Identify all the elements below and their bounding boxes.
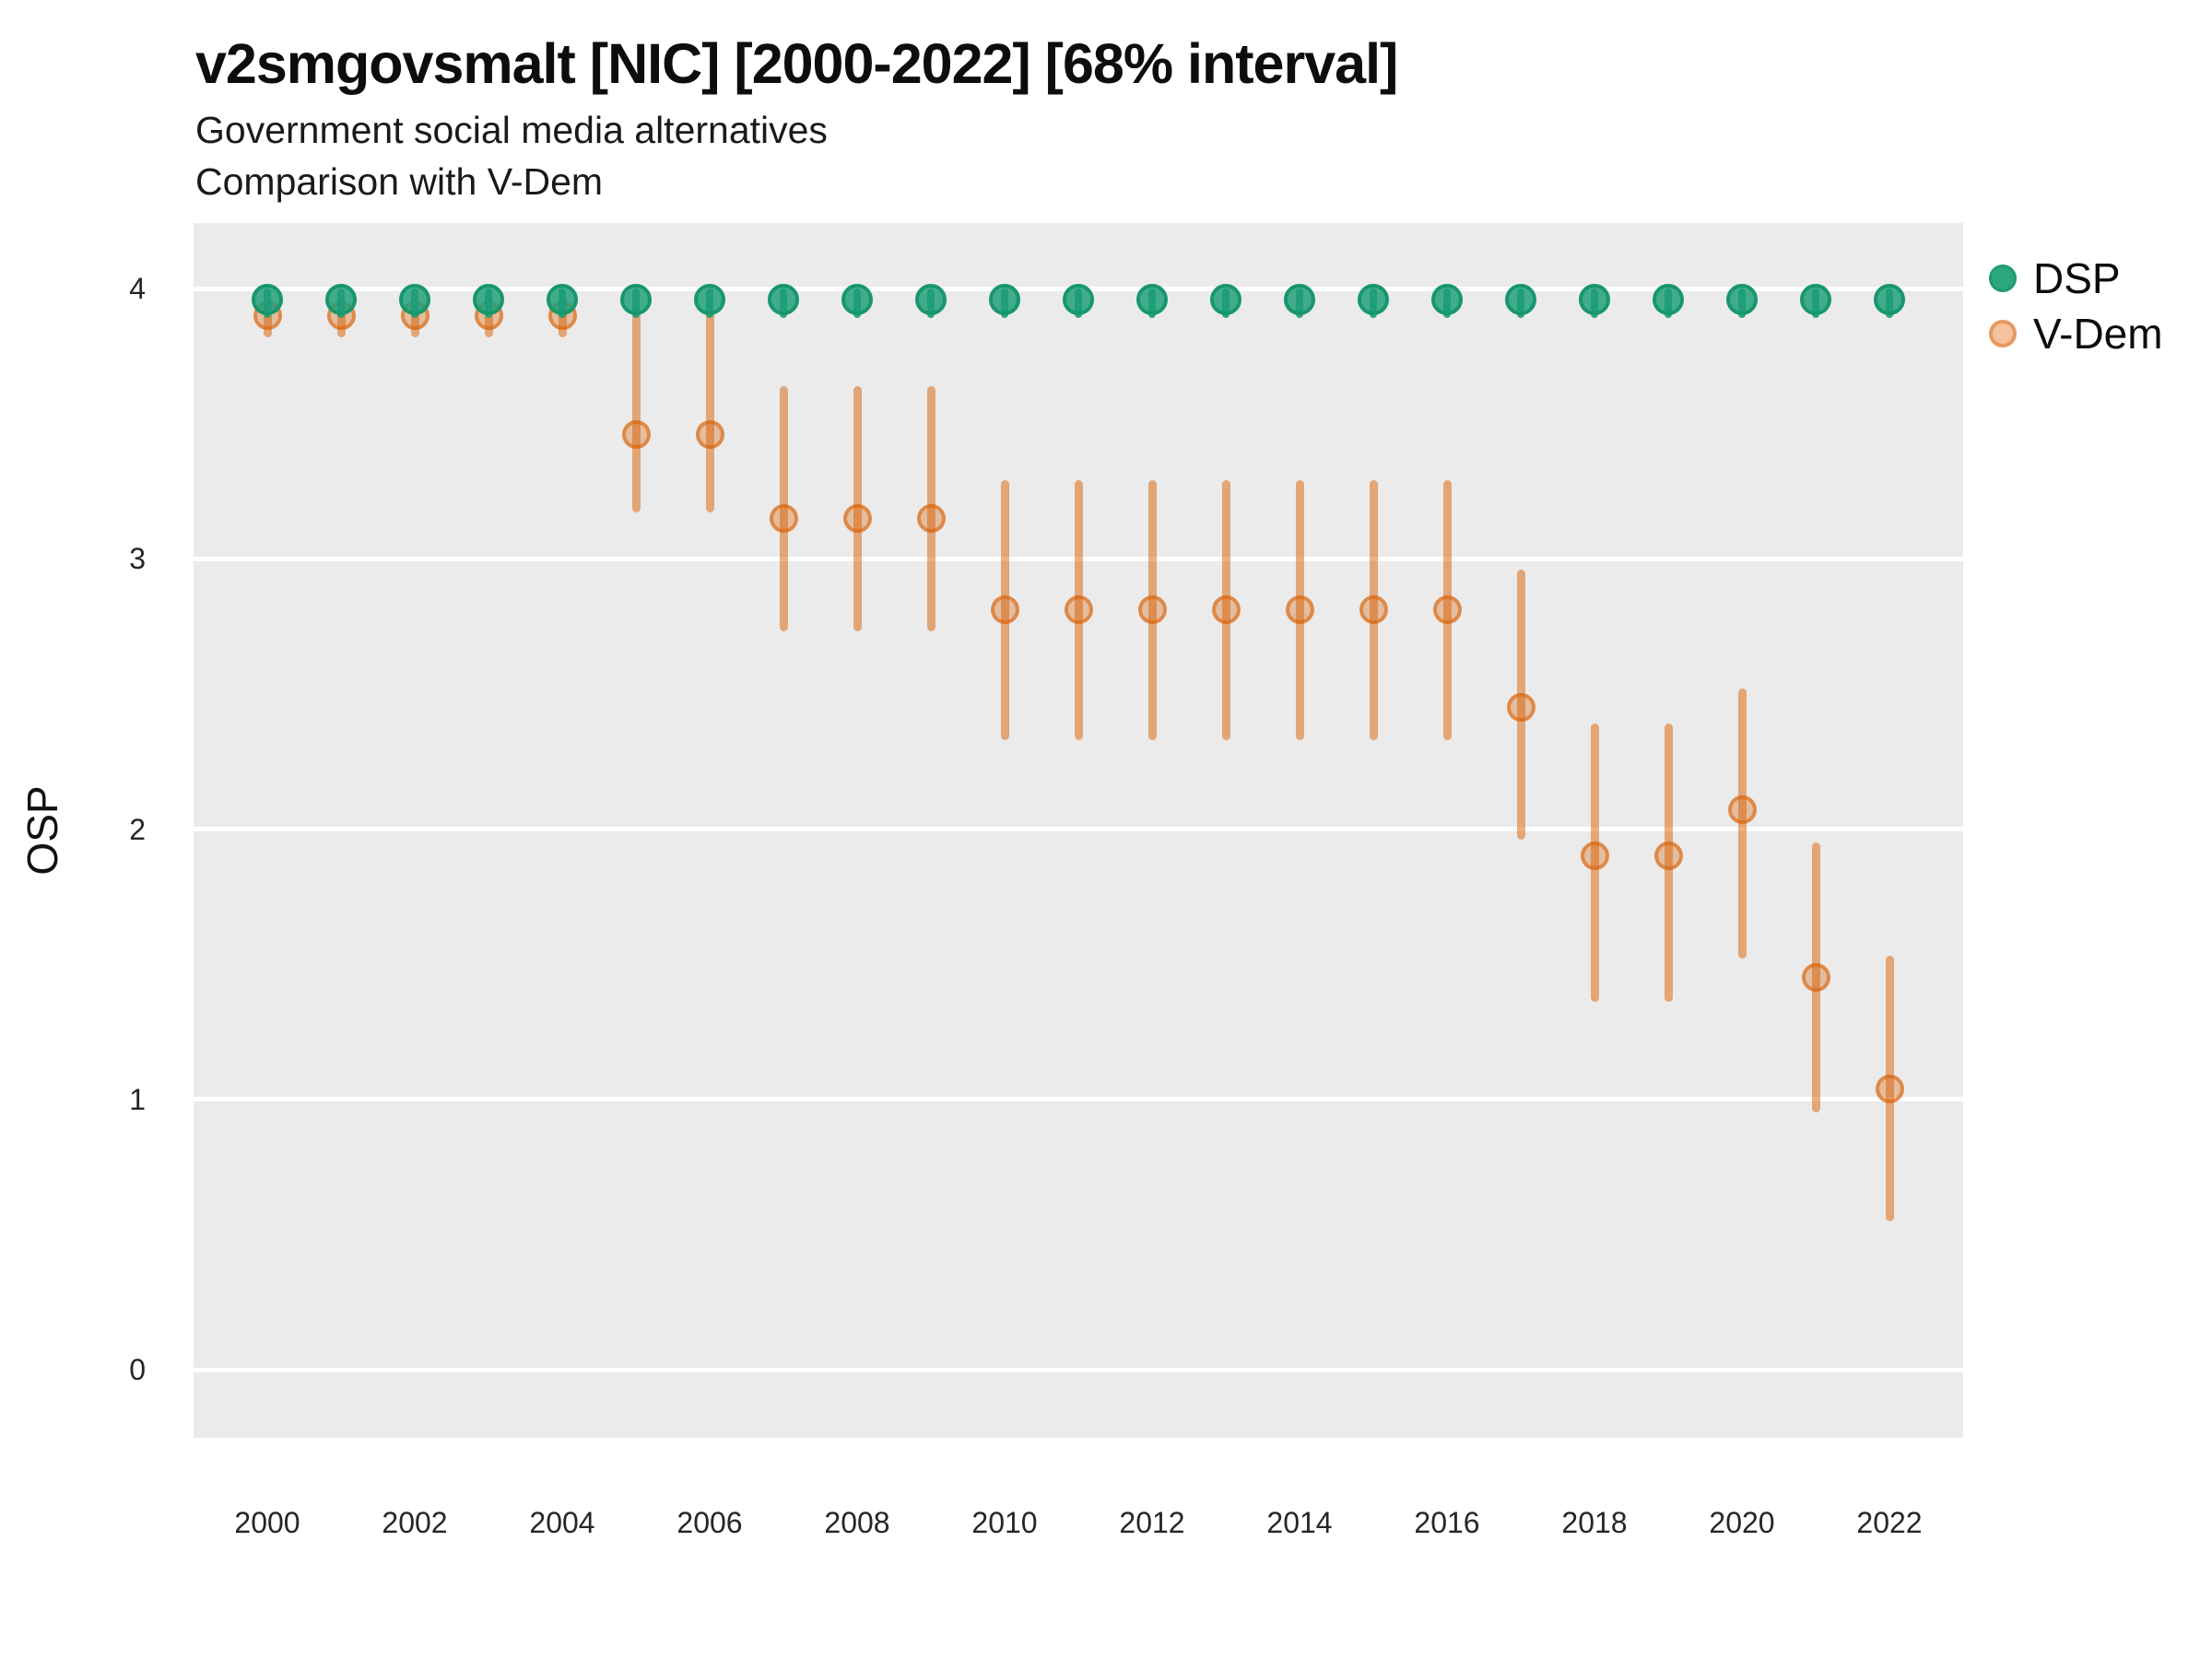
legend-label-dsp: DSP xyxy=(2033,254,2121,302)
legend: DSP V-Dem xyxy=(1989,251,2163,361)
legend-item-dsp: DSP xyxy=(1989,251,2163,306)
y-tick-label-2: 2 xyxy=(129,812,146,846)
point-dsp-2018 xyxy=(1579,283,1610,315)
point-vdem-2021 xyxy=(1801,963,1830,993)
point-dsp-2009 xyxy=(915,283,947,315)
point-vdem-2018 xyxy=(1580,841,1609,871)
chart-subtitle-2: Comparison with V-Dem xyxy=(195,160,604,203)
x-tick-label-2016: 2016 xyxy=(1414,1506,1480,1539)
point-dsp-2011 xyxy=(1063,283,1094,315)
x-tick-label-2012: 2012 xyxy=(1119,1506,1185,1539)
point-dsp-2013 xyxy=(1210,283,1241,315)
point-dsp-2017 xyxy=(1505,283,1536,315)
legend-label-vdem: V-Dem xyxy=(2033,310,2163,358)
point-dsp-2021 xyxy=(1800,283,1831,315)
point-dsp-2002 xyxy=(399,283,430,315)
gridline-y-2 xyxy=(194,827,1963,831)
dsp-legend-dot-icon xyxy=(1989,265,2017,292)
x-tick-label-2020: 2020 xyxy=(1709,1506,1775,1539)
point-vdem-2011 xyxy=(1064,595,1093,625)
y-tick-label-4: 4 xyxy=(129,272,146,305)
chart-title: v2smgovsmalt [NIC] [2000-2022] [68% inte… xyxy=(195,32,1398,95)
point-dsp-2003 xyxy=(473,283,504,315)
point-dsp-2015 xyxy=(1358,283,1389,315)
point-dsp-2004 xyxy=(547,283,578,315)
x-tick-label-2004: 2004 xyxy=(529,1506,595,1539)
point-vdem-2013 xyxy=(1211,595,1241,625)
point-vdem-2010 xyxy=(990,595,1019,625)
point-vdem-2020 xyxy=(1727,795,1757,825)
point-vdem-2008 xyxy=(842,503,872,533)
x-tick-label-2010: 2010 xyxy=(971,1506,1038,1539)
gridline-y-1 xyxy=(194,1097,1963,1102)
point-dsp-2010 xyxy=(989,283,1020,315)
chart-subtitle-1: Government social media alternatives xyxy=(195,109,828,151)
point-vdem-2022 xyxy=(1875,1074,1904,1103)
y-tick-label-1: 1 xyxy=(129,1082,146,1116)
gridline-y-0 xyxy=(194,1367,1963,1372)
y-tick-label-3: 3 xyxy=(129,542,146,576)
errorbar-vdem-2006 xyxy=(705,307,714,513)
x-tick-label-2000: 2000 xyxy=(234,1506,300,1539)
vdem-legend-dot-icon xyxy=(1989,320,2017,347)
point-dsp-2019 xyxy=(1653,283,1684,315)
x-tick-label-2014: 2014 xyxy=(1266,1506,1333,1539)
point-vdem-2016 xyxy=(1432,595,1462,625)
x-tick-label-2018: 2018 xyxy=(1561,1506,1628,1539)
point-dsp-2005 xyxy=(620,283,652,315)
point-vdem-2009 xyxy=(916,503,946,533)
plot-panel xyxy=(194,223,1963,1438)
point-vdem-2007 xyxy=(769,503,798,533)
point-vdem-2006 xyxy=(695,419,724,449)
point-dsp-2000 xyxy=(252,283,283,315)
y-tick-label-0: 0 xyxy=(129,1353,146,1386)
point-dsp-2001 xyxy=(325,283,357,315)
x-tick-label-2006: 2006 xyxy=(677,1506,743,1539)
point-dsp-2014 xyxy=(1284,283,1315,315)
point-vdem-2015 xyxy=(1359,595,1388,625)
point-dsp-2022 xyxy=(1874,283,1905,315)
point-vdem-2019 xyxy=(1653,841,1683,871)
point-dsp-2012 xyxy=(1136,283,1168,315)
x-tick-label-2008: 2008 xyxy=(824,1506,890,1539)
x-tick-label-2022: 2022 xyxy=(1856,1506,1923,1539)
x-tick-label-2002: 2002 xyxy=(382,1506,448,1539)
point-vdem-2014 xyxy=(1285,595,1314,625)
point-dsp-2008 xyxy=(841,283,873,315)
point-vdem-2017 xyxy=(1506,693,1535,723)
point-dsp-2006 xyxy=(694,283,725,315)
errorbar-vdem-2005 xyxy=(631,307,641,513)
point-dsp-2016 xyxy=(1431,283,1463,315)
point-dsp-2020 xyxy=(1726,283,1758,315)
legend-item-vdem: V-Dem xyxy=(1989,306,2163,361)
point-dsp-2007 xyxy=(768,283,799,315)
point-vdem-2012 xyxy=(1137,595,1167,625)
point-vdem-2005 xyxy=(621,419,651,449)
